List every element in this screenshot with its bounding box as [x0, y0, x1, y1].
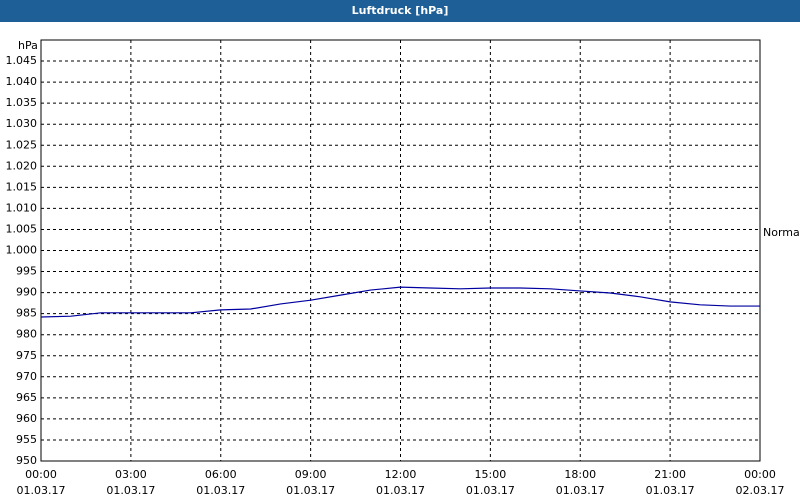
y-tick-label: 955 — [16, 433, 37, 446]
x-tick-date: 01.03.17 — [106, 484, 155, 497]
y-tick-label: 1.045 — [6, 54, 38, 67]
x-tick-date: 01.03.17 — [556, 484, 605, 497]
y-tick-label: 1.000 — [6, 244, 38, 257]
y-tick-label: 985 — [16, 307, 37, 320]
x-tick-label: 18:00 — [564, 468, 596, 481]
y-tick-label: 995 — [16, 265, 37, 278]
x-tick-label: 06:00 — [205, 468, 237, 481]
x-tick-date: 01.03.17 — [286, 484, 335, 497]
x-tick-date: 01.03.17 — [376, 484, 425, 497]
y-tick-label: 960 — [16, 412, 37, 425]
title-bar: Luftdruck [hPa] — [0, 0, 800, 22]
line-series — [40, 286, 760, 318]
y-axis-label: hPa — [18, 39, 38, 52]
x-tick-label: 15:00 — [475, 468, 507, 481]
x-tick-date: 01.03.17 — [466, 484, 515, 497]
y-tick-label: 1.020 — [6, 159, 38, 172]
y-tick-label: 1.035 — [6, 96, 38, 109]
y-tick-label: 965 — [16, 391, 37, 404]
y-tick-label: 1.025 — [6, 138, 38, 151]
x-tick-date: 01.03.17 — [17, 484, 66, 497]
y-tick-label: 1.015 — [6, 180, 38, 193]
y-tick-label: 950 — [16, 454, 37, 467]
y-tick-label: 1.010 — [6, 201, 38, 214]
x-tick-label: 03:00 — [115, 468, 147, 481]
y-tick-label: 1.040 — [6, 75, 38, 88]
x-tick-label: 09:00 — [295, 468, 327, 481]
x-tick-label: 00:00 — [25, 468, 57, 481]
x-tick-label: 21:00 — [654, 468, 686, 481]
annotation: Normal — [763, 226, 800, 239]
y-tick-label: 975 — [16, 349, 37, 362]
y-tick-label: 1.030 — [6, 117, 38, 130]
y-tick-label: 970 — [16, 370, 37, 383]
x-tick-date: 01.03.17 — [196, 484, 245, 497]
y-tick-label: 990 — [16, 286, 37, 299]
x-tick-date: 02.03.17 — [736, 484, 785, 497]
x-tick-date: 01.03.17 — [646, 484, 695, 497]
y-tick-label: 1.005 — [6, 222, 38, 235]
x-tick-label: 12:00 — [385, 468, 417, 481]
plot-frame — [40, 39, 761, 462]
y-tick-label: 980 — [16, 328, 37, 341]
x-tick-label: 00:00 — [744, 468, 776, 481]
